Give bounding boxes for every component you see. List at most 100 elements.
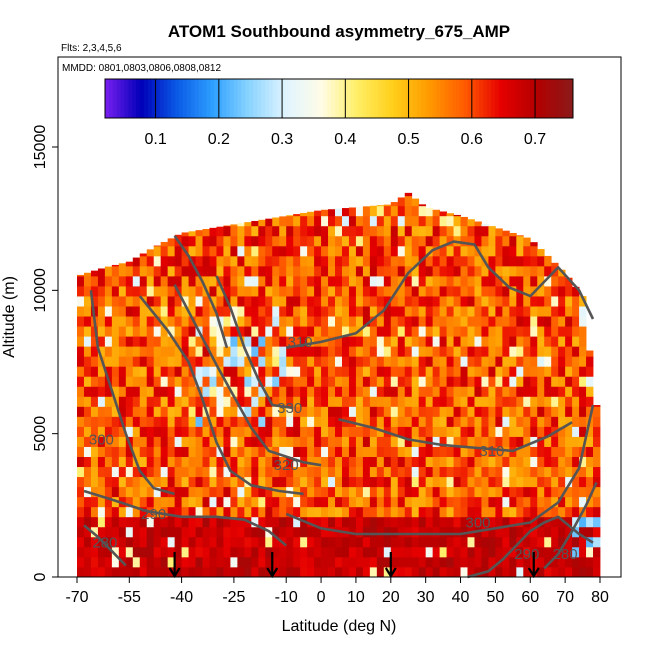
colorbar-segment bbox=[541, 79, 547, 118]
colorbar-segment bbox=[105, 79, 110, 118]
heat-cell bbox=[188, 336, 196, 347]
heat-cell bbox=[355, 265, 364, 277]
heat-cell bbox=[418, 316, 427, 327]
heat-cell bbox=[390, 546, 399, 558]
heat-cell bbox=[160, 296, 169, 307]
heat-cell bbox=[328, 526, 336, 538]
heat-cell bbox=[174, 436, 182, 447]
heat-cell bbox=[432, 366, 441, 377]
heat-cell bbox=[125, 296, 134, 307]
heat-cell bbox=[104, 306, 113, 317]
heat-cell bbox=[376, 346, 385, 357]
heat-cell bbox=[83, 516, 92, 528]
heat-cell bbox=[425, 446, 434, 457]
heat-cell bbox=[307, 536, 315, 548]
heat-cell bbox=[307, 546, 315, 558]
heat-cell bbox=[111, 446, 120, 457]
heat-cell bbox=[425, 356, 434, 367]
contour-label: 300 bbox=[89, 431, 114, 448]
heat-cell bbox=[279, 255, 287, 267]
heat-cell bbox=[425, 536, 434, 548]
heat-cell bbox=[160, 245, 169, 257]
heat-cell bbox=[118, 396, 127, 407]
heat-cell bbox=[411, 326, 420, 337]
heat-cell bbox=[495, 306, 503, 317]
heat-cell bbox=[77, 506, 85, 518]
heat-cell bbox=[174, 456, 182, 468]
heat-cell bbox=[195, 486, 203, 498]
heat-cell bbox=[223, 265, 231, 277]
heat-cell bbox=[530, 466, 538, 478]
heat-cell bbox=[446, 476, 454, 488]
heat-cell bbox=[537, 566, 545, 578]
heat-cell bbox=[439, 255, 447, 267]
heat-cell bbox=[502, 346, 510, 357]
heat-cell bbox=[307, 286, 315, 297]
heat-cell bbox=[348, 346, 357, 357]
heat-cell bbox=[369, 215, 378, 227]
heat-cell bbox=[125, 416, 134, 427]
heat-cell bbox=[286, 476, 294, 488]
heat-cell bbox=[446, 516, 454, 528]
heat-cell bbox=[495, 536, 503, 548]
heat-cell bbox=[439, 416, 447, 427]
heat-cell bbox=[118, 566, 127, 578]
heat-cell bbox=[439, 306, 447, 317]
heat-cell bbox=[216, 296, 224, 307]
heat-cell bbox=[390, 506, 399, 518]
heat-cell bbox=[132, 356, 141, 367]
heat-cell bbox=[216, 516, 224, 528]
heat-cell bbox=[516, 265, 524, 277]
heat-cell bbox=[509, 276, 517, 287]
heat-cell bbox=[272, 426, 280, 437]
heat-cell bbox=[586, 376, 594, 387]
heat-cell bbox=[390, 436, 399, 447]
heat-cell bbox=[160, 366, 169, 377]
heat-cell bbox=[586, 546, 594, 558]
heat-cell bbox=[369, 406, 378, 417]
heat-cell bbox=[488, 376, 496, 387]
heat-cell bbox=[516, 386, 524, 397]
theta-contour-line bbox=[89, 290, 175, 496]
heat-cell bbox=[495, 406, 503, 417]
heat-cell bbox=[153, 396, 162, 407]
colorbar-segment bbox=[378, 79, 383, 118]
heat-cell bbox=[244, 546, 252, 558]
heat-cell bbox=[286, 396, 294, 407]
heat-cell bbox=[390, 466, 399, 478]
heat-cell bbox=[77, 486, 85, 498]
heat-cell bbox=[425, 406, 434, 417]
heat-cell bbox=[314, 276, 322, 287]
heat-cell bbox=[328, 556, 336, 568]
heat-cell bbox=[146, 265, 155, 277]
heat-cell bbox=[209, 346, 217, 357]
heat-cell bbox=[195, 356, 203, 367]
heat-cell bbox=[104, 486, 113, 498]
heat-cell bbox=[383, 336, 392, 347]
heat-cell bbox=[83, 286, 92, 297]
heat-cell bbox=[488, 356, 496, 367]
heat-cell bbox=[355, 436, 364, 447]
heat-cell bbox=[348, 296, 357, 307]
heat-cell bbox=[558, 506, 566, 518]
colorbar-segment bbox=[335, 79, 340, 118]
heat-cell bbox=[279, 556, 287, 568]
heat-cell bbox=[230, 296, 238, 307]
heat-cell bbox=[418, 376, 427, 387]
heat-cell bbox=[293, 526, 301, 538]
colorbar-segment bbox=[487, 79, 492, 118]
heat-cell bbox=[418, 265, 427, 277]
heat-cell bbox=[348, 386, 357, 397]
heat-cell bbox=[446, 556, 454, 568]
heat-cell bbox=[467, 406, 475, 417]
heat-cell bbox=[90, 556, 99, 568]
heat-cell bbox=[376, 265, 385, 277]
heat-cell bbox=[502, 230, 510, 237]
colorbar-segment bbox=[428, 79, 434, 118]
heat-cell bbox=[341, 336, 350, 347]
heat-cell bbox=[404, 516, 413, 528]
heat-cell bbox=[411, 486, 420, 498]
heat-cell bbox=[474, 516, 482, 528]
heat-cell bbox=[132, 516, 141, 528]
heat-cell bbox=[516, 446, 524, 457]
